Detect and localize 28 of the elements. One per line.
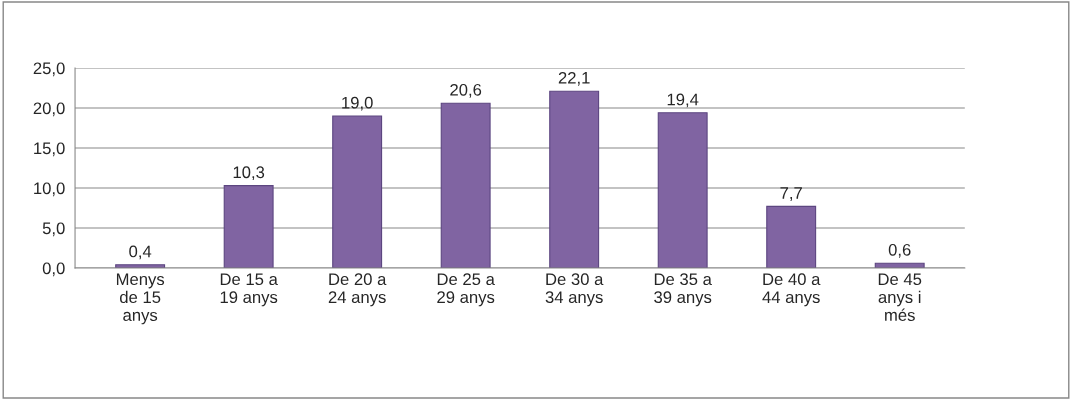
- y-tick-label: 10,0: [34, 182, 65, 197]
- bar: [332, 115, 383, 268]
- bar: [549, 90, 600, 268]
- bar: [440, 102, 491, 268]
- data-label: 0,4: [129, 245, 152, 260]
- data-label: 19,0: [342, 96, 373, 111]
- x-tick-label: De 45 anys i més: [878, 273, 922, 322]
- data-label: 20,6: [450, 83, 482, 98]
- y-tick-label: 5,0: [42, 222, 65, 237]
- y-tick-label: 0,0: [42, 262, 65, 277]
- x-tick-label: De 20 a 24 anys: [328, 273, 387, 307]
- x-tick-label: De 30 a 34 anys: [545, 273, 604, 307]
- data-label: 22,1: [558, 71, 590, 86]
- y-tick-label: 15,0: [34, 142, 65, 157]
- data-label: 7,7: [780, 187, 802, 201]
- bar: [657, 112, 708, 268]
- data-label: 19,4: [667, 93, 699, 108]
- bar: [223, 185, 274, 268]
- bar: [766, 205, 817, 268]
- x-tick-label: Menys de 15 anys: [116, 273, 165, 325]
- x-tick-label: De 35 a 39 anys: [654, 273, 712, 307]
- y-tick-label: 20,0: [33, 102, 65, 117]
- x-tick-label: De 15 a 19 anys: [220, 273, 278, 307]
- x-tick-label: De 40 a 44 anys: [762, 273, 821, 307]
- x-tick-label: De 25 a 29 anys: [437, 273, 495, 307]
- data-label: 0,6: [888, 243, 911, 258]
- y-tick-label: 25,0: [33, 62, 65, 77]
- data-label: 10,3: [233, 166, 265, 181]
